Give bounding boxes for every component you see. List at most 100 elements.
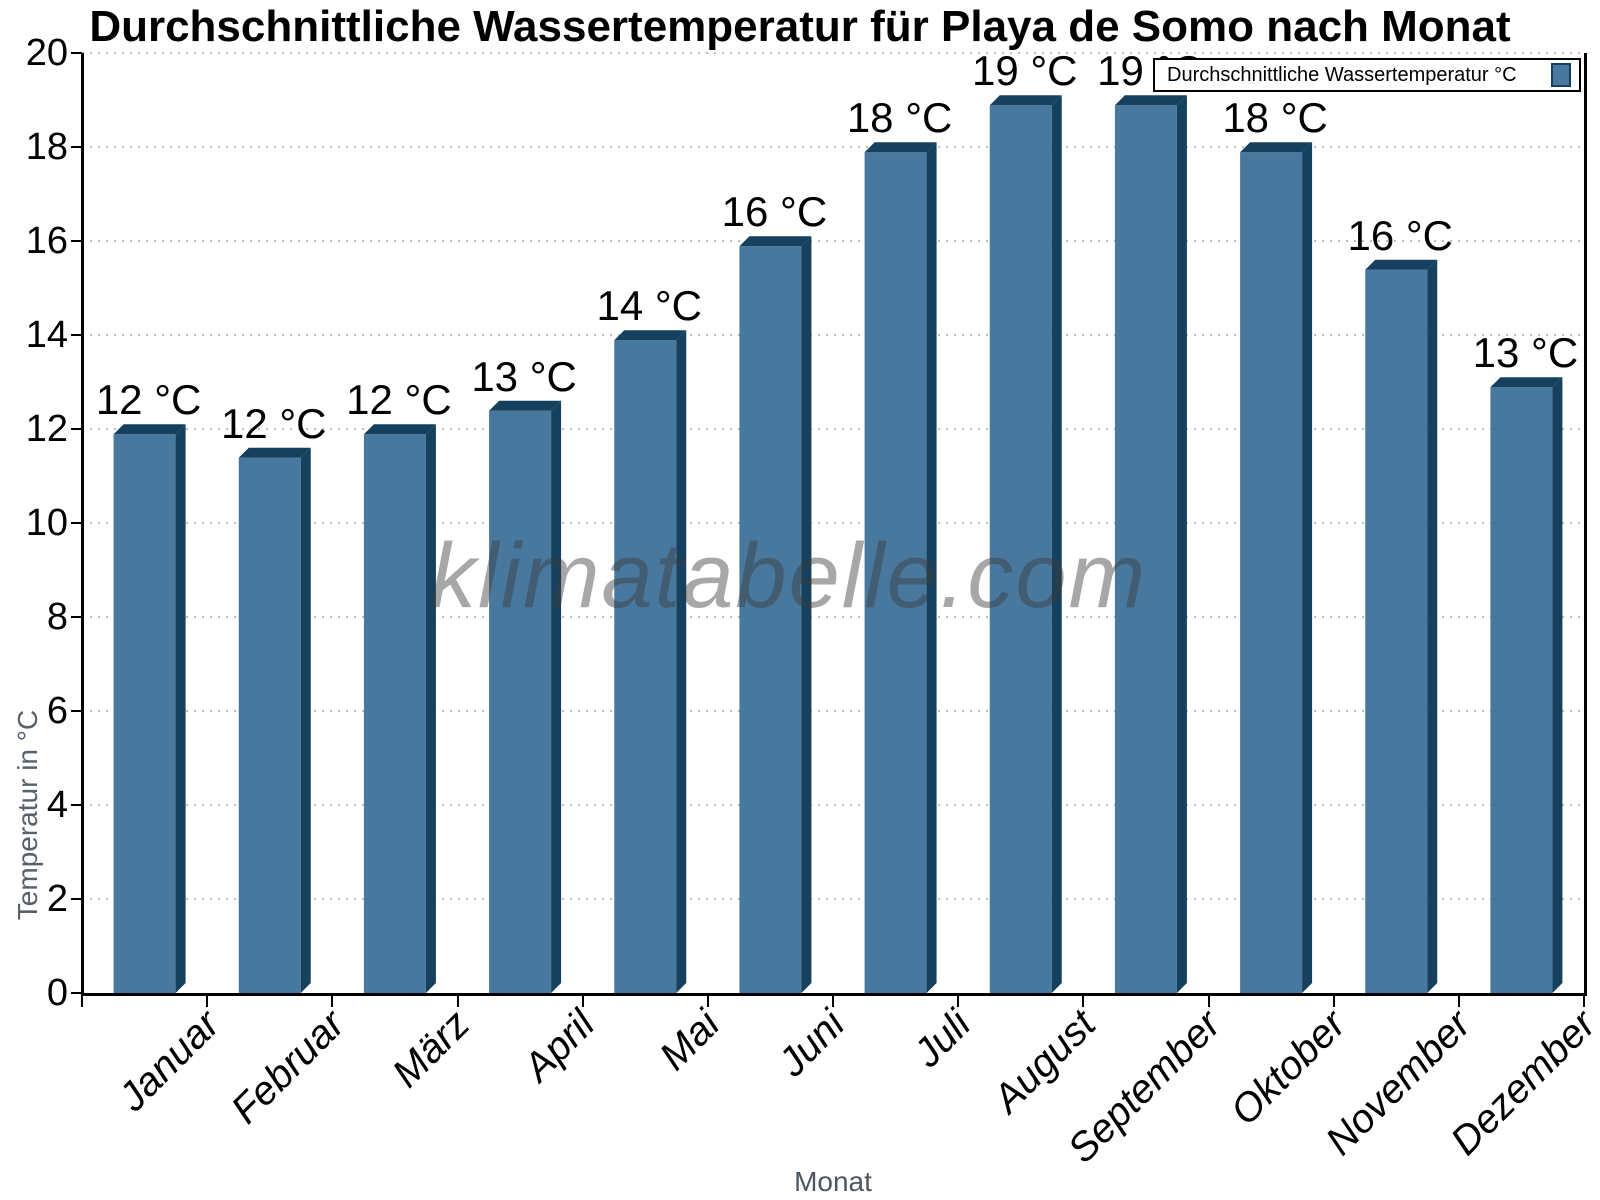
y-tick-18 bbox=[71, 146, 82, 148]
bar-value-label-april: 13 °C bbox=[471, 352, 577, 400]
y-tick-8 bbox=[71, 616, 82, 618]
gridline-6 bbox=[82, 710, 1584, 712]
x-tick-8 bbox=[1082, 996, 1085, 1007]
x-tick-11 bbox=[1457, 996, 1460, 1007]
bar-value-label-juli: 18 °C bbox=[846, 94, 953, 142]
y-tick-4 bbox=[71, 804, 82, 806]
legend: Durchschnittliche Wassertemperatur °C bbox=[1153, 58, 1581, 92]
bar-front-face bbox=[1240, 152, 1303, 994]
watermark: klimatabelle.com bbox=[430, 525, 1148, 627]
legend-series-label: Durchschnittliche Wassertemperatur °C bbox=[1167, 63, 1517, 86]
x-tick-1 bbox=[206, 996, 209, 1007]
y-tick-label-20: 20 bbox=[25, 32, 68, 74]
y-tick-10 bbox=[71, 522, 82, 524]
x-tick-12 bbox=[1583, 996, 1585, 1007]
gridline-20 bbox=[82, 52, 1584, 54]
y-tick-14 bbox=[71, 334, 82, 336]
y-tick-20 bbox=[71, 52, 82, 54]
gridline-14 bbox=[82, 334, 1584, 336]
bar-oktober bbox=[1240, 142, 1313, 994]
x-tick-3 bbox=[456, 996, 459, 1007]
bar-side-face bbox=[1302, 142, 1313, 994]
bar-value-label-februar: 12 °C bbox=[220, 399, 327, 447]
y-tick-label-0: 0 bbox=[46, 972, 68, 1014]
bar-top-face bbox=[363, 424, 436, 435]
y-tick-label-18: 18 bbox=[25, 126, 68, 168]
x-tick-10 bbox=[1332, 996, 1335, 1007]
y-tick-label-2: 2 bbox=[46, 878, 68, 920]
bar-side-face bbox=[801, 236, 812, 994]
bar-front-face bbox=[363, 434, 426, 993]
bar-marz bbox=[363, 424, 436, 993]
y-tick-label-4: 4 bbox=[46, 784, 68, 826]
gridline-2 bbox=[82, 898, 1584, 900]
bar-value-label-juni: 16 °C bbox=[721, 188, 828, 236]
x-axis-title: Monat bbox=[794, 1166, 872, 1197]
x-axis-line bbox=[81, 993, 1587, 996]
y-tick-label-14: 14 bbox=[25, 314, 68, 356]
legend-swatch bbox=[1551, 63, 1571, 87]
bar-september bbox=[1114, 95, 1187, 994]
y-tick-6 bbox=[71, 710, 82, 712]
gridline-4 bbox=[82, 804, 1584, 806]
bar-value-label-januar: 12 °C bbox=[95, 376, 202, 424]
x-tick-7 bbox=[957, 996, 960, 1007]
bar-top-face bbox=[113, 424, 186, 435]
bar-side-face bbox=[1552, 377, 1563, 993]
bar-februar bbox=[238, 447, 311, 993]
bar-november bbox=[1365, 259, 1438, 993]
bar-april bbox=[489, 400, 562, 993]
bar-front-face bbox=[739, 246, 802, 994]
gridline-18 bbox=[82, 146, 1584, 148]
y-tick-label-8: 8 bbox=[46, 596, 68, 638]
gridline-10 bbox=[82, 522, 1584, 524]
bar-side-face bbox=[175, 424, 186, 993]
bar-value-label-november: 16 °C bbox=[1347, 211, 1453, 259]
bar-side-face bbox=[926, 142, 937, 994]
bar-front-face bbox=[489, 410, 552, 993]
y-tick-0 bbox=[71, 992, 82, 994]
y-tick-12 bbox=[71, 428, 82, 430]
bar-top-face bbox=[739, 236, 812, 247]
chart-title: Durchschnittliche Wassertemperatur für P… bbox=[89, 2, 1511, 51]
x-tick-2 bbox=[331, 996, 334, 1007]
gridline-8 bbox=[82, 616, 1584, 618]
bar-side-face bbox=[1051, 95, 1062, 994]
bar-value-label-oktober: 18 °C bbox=[1222, 94, 1328, 142]
bar-front-face bbox=[238, 457, 301, 993]
x-tick-5 bbox=[706, 996, 709, 1007]
bar-side-face bbox=[425, 424, 436, 993]
bar-side-face bbox=[1176, 95, 1187, 994]
bar-top-face bbox=[1240, 142, 1313, 153]
bar-juli bbox=[864, 142, 937, 994]
gridline-16 bbox=[82, 240, 1584, 242]
y-axis-line bbox=[81, 53, 84, 996]
bar-front-face bbox=[989, 105, 1052, 994]
y-tick-label-10: 10 bbox=[25, 502, 68, 544]
bar-front-face bbox=[1490, 387, 1553, 993]
x-tick-6 bbox=[832, 996, 834, 1007]
x-tick-9 bbox=[1207, 996, 1210, 1007]
bar-side-face bbox=[551, 400, 562, 993]
bar-front-face bbox=[864, 152, 927, 994]
x-tick-0 bbox=[81, 996, 83, 1007]
y-tick-label-6: 6 bbox=[46, 690, 68, 732]
bar-value-label-august: 19 °C bbox=[971, 47, 1078, 95]
x-tick-4 bbox=[581, 996, 584, 1007]
bar-dezember bbox=[1490, 377, 1563, 993]
bar-top-face bbox=[1490, 377, 1563, 388]
bar-front-face bbox=[113, 434, 176, 993]
y-tick-16 bbox=[71, 240, 82, 242]
bar-side-face bbox=[300, 447, 311, 993]
bar-value-label-mai: 14 °C bbox=[596, 282, 702, 330]
bar-august bbox=[989, 95, 1062, 994]
bar-value-label-marz: 12 °C bbox=[346, 376, 452, 424]
bar-top-face bbox=[614, 330, 687, 341]
y-tick-label-12: 12 bbox=[25, 408, 68, 450]
bar-top-face bbox=[238, 447, 311, 458]
y-tick-label-16: 16 bbox=[25, 220, 68, 262]
bar-value-label-dezember: 13 °C bbox=[1472, 329, 1579, 377]
bar-front-face bbox=[1365, 269, 1428, 993]
